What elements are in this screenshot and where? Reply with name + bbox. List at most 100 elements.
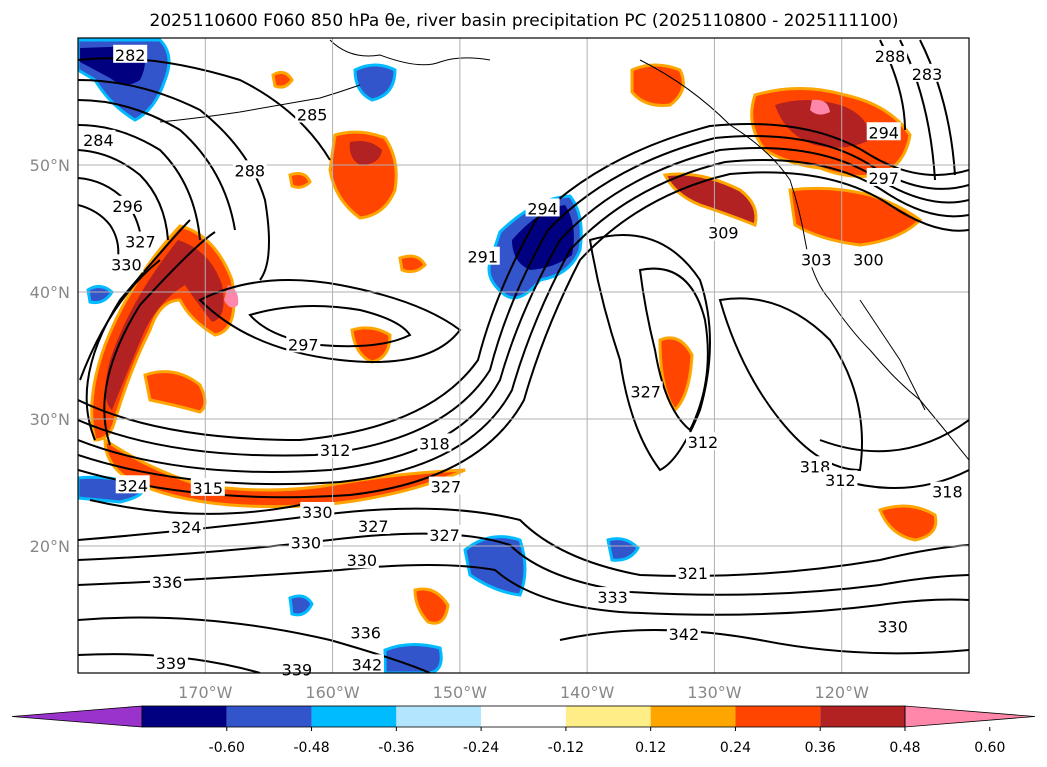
longitude-ticks: 170°W 160°W 150°W 140°W 130°W 120°W	[178, 683, 869, 702]
lon-tick-label: 160°W	[305, 683, 360, 702]
shading-positive-se	[878, 504, 938, 542]
colorbar-tick-labels: -0.60 -0.48 -0.36 -0.24 -0.12 0.12 0.24 0.36 0.4…	[209, 727, 1005, 756]
contour-label-bg	[169, 517, 204, 536]
colorbar-extend-max	[904, 705, 1036, 728]
contour-label: 318	[800, 457, 831, 476]
contour-line	[819, 419, 969, 453]
contour-label-bg	[344, 550, 379, 569]
contour-line	[78, 122, 969, 442]
contour-label-bg	[823, 470, 858, 489]
contour-label: 300	[853, 250, 884, 269]
contour-label-bg	[288, 532, 323, 551]
contour-line	[78, 99, 236, 231]
contour-label-bg	[349, 654, 384, 673]
contour-line	[78, 532, 969, 596]
lon-tick-label: 120°W	[815, 683, 870, 702]
contour-label: 330	[877, 617, 908, 636]
contour-label-bg	[797, 456, 832, 475]
contour-label-bg	[799, 249, 834, 268]
colorbar-tick-label: -0.48	[293, 740, 329, 756]
colorbar-segments	[11, 705, 1036, 728]
lon-tick-label: 140°W	[560, 683, 615, 702]
contour-label: 312	[688, 433, 719, 452]
contour-label-bg	[675, 562, 710, 581]
contour-label: 291	[467, 248, 498, 267]
shading-positive-sw-arc-peak	[224, 285, 239, 308]
contour-label: 324	[117, 476, 148, 495]
shading-positive-north-small-3	[271, 70, 294, 89]
colorbar-segment	[820, 706, 905, 727]
contour-label: 330	[347, 551, 378, 570]
contour-line	[85, 219, 191, 441]
colorbar-segment	[565, 706, 651, 727]
contour-label-bg	[115, 475, 150, 494]
coastline-alaska	[329, 39, 491, 66]
contour-label: 327	[358, 517, 389, 536]
colorbar-tick-label: -0.36	[378, 740, 414, 756]
contour-label-bg	[873, 46, 908, 65]
contour-label-bg	[113, 44, 148, 63]
contour-label-bg	[909, 63, 944, 82]
contour-label-bg	[706, 222, 741, 241]
shading-positive-south	[413, 587, 450, 625]
colorbar-tick-label: -0.60	[209, 740, 245, 756]
shading-negative-small-2	[288, 594, 314, 617]
contour-label: 294	[868, 123, 899, 142]
contour-label-bg	[110, 195, 145, 214]
contour-line	[718, 297, 863, 472]
contour-label-bg	[685, 432, 720, 451]
contour-label: 283	[912, 65, 943, 84]
contour-label-bg	[628, 381, 663, 400]
contour-label: 330	[111, 255, 142, 274]
lat-tick-label: 20°N	[30, 537, 70, 556]
contour-label-bg	[666, 623, 701, 642]
contour-line	[78, 79, 270, 281]
contour-label-bg	[356, 515, 391, 534]
map-panel: 282 285 284 288 296 327 330 294 291 297 309 303 300 2…	[77, 37, 970, 679]
lon-tick-label: 130°W	[687, 683, 742, 702]
contour-label: 288	[875, 47, 906, 66]
contour-label: 339	[156, 654, 187, 673]
contour-label: 303	[801, 250, 832, 269]
contour-line	[78, 124, 201, 241]
contour-line	[588, 234, 711, 472]
contour-label: 330	[302, 503, 333, 522]
contour-line	[78, 564, 969, 616]
shading-positive-northeast-core	[775, 100, 870, 148]
colorbar-tick-label: 0.36	[805, 740, 836, 756]
contour-label-bg	[348, 622, 383, 641]
lat-tick-label: 40°N	[30, 283, 70, 302]
contour-label: 324	[171, 518, 202, 537]
precipitation-pc-shading	[78, 38, 938, 673]
contour-line	[638, 267, 709, 432]
contour-line	[78, 149, 169, 241]
shading-positive-north-central-core	[349, 141, 382, 165]
contour-label: 327	[630, 382, 661, 401]
colorbar-tick-label: -0.24	[463, 740, 499, 756]
contour-label: 284	[83, 131, 114, 150]
lon-tick-label: 170°W	[178, 683, 233, 702]
contour-label: 342	[352, 655, 383, 674]
contour-line	[919, 39, 956, 176]
colorbar-extend-min	[11, 705, 143, 728]
contour-labels: 282 285 284 288 296 327 330 294 291 297 309 303 300 2…	[81, 44, 965, 679]
contour-line	[78, 204, 120, 259]
contour-label: 339	[282, 660, 313, 679]
colorbar-tick-label: 0.48	[889, 740, 920, 756]
shading-negative-small-1	[353, 63, 397, 102]
contour-label: 315	[193, 479, 224, 498]
coastline-baja	[859, 299, 926, 411]
contour-label: 321	[678, 564, 709, 583]
contour-label-bg	[286, 334, 321, 353]
colorbar-segment	[650, 706, 736, 727]
contour-line	[78, 616, 431, 673]
contour-line	[103, 231, 216, 446]
contour-label-bg	[81, 129, 116, 148]
coastlines	[159, 39, 969, 461]
colorbar: -0.60 -0.48 -0.36 -0.24 -0.12 0.12 0.24 0.36 0.4…	[11, 705, 1036, 756]
contour-label-bg	[866, 122, 901, 141]
colorbar-segment	[311, 706, 397, 727]
colorbar-tick-label: -0.12	[548, 740, 584, 756]
latitude-ticks: 50°N 40°N 30°N 20°N	[30, 156, 70, 556]
